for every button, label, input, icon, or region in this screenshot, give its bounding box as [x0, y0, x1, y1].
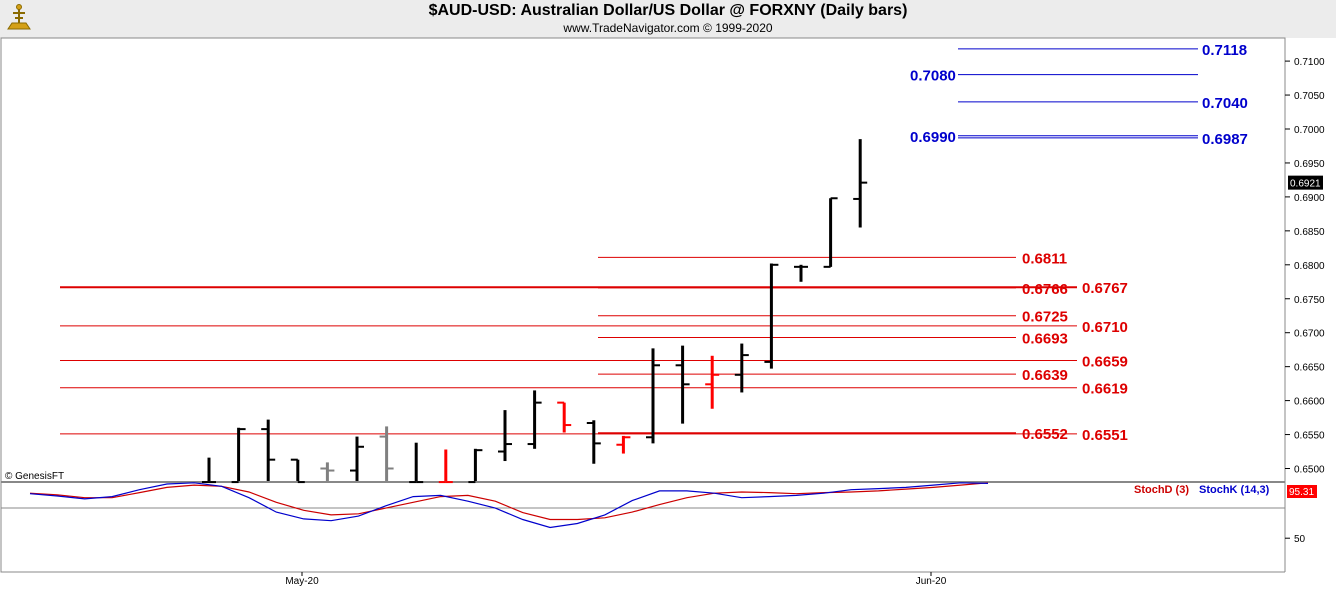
- y-tick-label: 0.6550: [1294, 431, 1325, 442]
- ohlc-bar: [290, 458, 305, 484]
- stoch-last-box: [1287, 485, 1317, 498]
- level-label: 0.6552: [1022, 426, 1068, 443]
- y-tick-label: 0.7050: [1294, 91, 1325, 102]
- ohlc-bar: [350, 436, 364, 481]
- y-tick-label: 0.7100: [1294, 57, 1325, 68]
- chart-frame: [0, 37, 1335, 591]
- stoch-d-legend: StochD (3): [1134, 484, 1189, 496]
- ohlc-bar: [705, 355, 720, 409]
- x-tick-label: May-20: [285, 576, 319, 587]
- level-label: 0.6659: [1082, 354, 1128, 371]
- time-axis: May-20 Jun-20: [285, 572, 947, 587]
- y-tick-label: 0.6950: [1294, 159, 1325, 170]
- y-tick-label: 0.7000: [1294, 125, 1325, 136]
- chart-title: $AUD-USD: Australian Dollar/US Dollar @ …: [428, 2, 908, 19]
- watermark: © GenesisFT: [5, 471, 64, 482]
- level-label: 0.6619: [1082, 381, 1128, 398]
- level-label: 0.6767: [1082, 280, 1128, 297]
- stoch-k-legend: StochK (14,3): [1199, 484, 1270, 496]
- ohlc-bar: [823, 197, 838, 268]
- x-tick-label: Jun-20: [916, 576, 947, 587]
- y-tick-label: 0.6700: [1294, 329, 1325, 340]
- level-label: 0.6811: [1022, 250, 1067, 267]
- ohlc-bar: [438, 449, 453, 484]
- ohlc-bar: [794, 264, 808, 282]
- level-label: 0.6990: [910, 129, 956, 146]
- ohlc-bar: [379, 426, 394, 481]
- y-tick-label: 0.6500: [1294, 465, 1325, 476]
- ohlc-bar: [853, 139, 868, 228]
- stoch-tick-label: 50: [1294, 534, 1306, 545]
- level-label: 0.6987: [1202, 131, 1248, 148]
- ohlc-bar: [616, 435, 631, 454]
- y-tick-label: 0.6850: [1294, 227, 1325, 238]
- last-price-label: 0.6921: [1290, 179, 1321, 190]
- price-bars: [202, 139, 868, 484]
- level-label: 0.6551: [1082, 427, 1128, 444]
- ohlc-bar: [231, 427, 246, 484]
- ohlc-bar: [409, 442, 424, 484]
- ohlc-bar: [646, 348, 660, 444]
- chart-subtitle: www.TradeNavigator.com © 1999-2020: [563, 21, 773, 35]
- last-price-box: [1288, 175, 1323, 190]
- ohlc-bar: [498, 410, 512, 462]
- stoch-k-line: [29, 482, 989, 529]
- y-tick-label: 0.6650: [1294, 363, 1325, 374]
- price-levels: 0.7118 0.7080 0.7040 0.6990 0.6987 0.6811 0.67…: [60, 42, 1248, 444]
- level-label: 0.6710: [1082, 319, 1128, 336]
- ohlc-bar: [764, 263, 779, 369]
- level-label: 0.6725: [1022, 309, 1068, 326]
- plot-border: [0, 37, 1286, 573]
- y-tick-label: 0.6800: [1294, 261, 1325, 272]
- ohlc-bar: [734, 343, 749, 393]
- ohlc-bar: [586, 420, 601, 464]
- y-tick-label: 0.6750: [1294, 295, 1325, 306]
- price-axis: 0.7100 0.7050 0.7000 0.6950 0.6900 0.6850 0.68…: [1285, 57, 1325, 476]
- y-tick-label: 0.6600: [1294, 397, 1325, 408]
- level-label: 0.6639: [1022, 367, 1068, 384]
- stochastic-panel: StochD (3) StochK (14,3) 50 95.31: [29, 482, 1317, 545]
- ohlc-bar: [675, 345, 690, 424]
- ohlc-bar: [261, 419, 276, 481]
- y-tick-label: 0.6900: [1294, 193, 1325, 204]
- trade-navigator-logo-icon: [4, 3, 34, 33]
- level-label: 0.6693: [1022, 330, 1068, 347]
- level-label: 0.7080: [910, 68, 956, 85]
- ohlc-bar: [320, 462, 335, 481]
- ohlc-bar: [468, 448, 483, 484]
- ohlc-bar: [527, 390, 542, 449]
- ohlc-bar: [557, 401, 572, 433]
- corner-fill: [1285, 572, 1335, 591]
- level-label: 0.7118: [1202, 42, 1247, 59]
- chart-header: $AUD-USD: Australian Dollar/US Dollar @ …: [0, 0, 1336, 38]
- ohlc-bar: [202, 457, 216, 484]
- stoch-last-value: 95.31: [1289, 487, 1314, 498]
- level-label: 0.6766: [1022, 281, 1068, 298]
- level-label: 0.7040: [1202, 95, 1248, 112]
